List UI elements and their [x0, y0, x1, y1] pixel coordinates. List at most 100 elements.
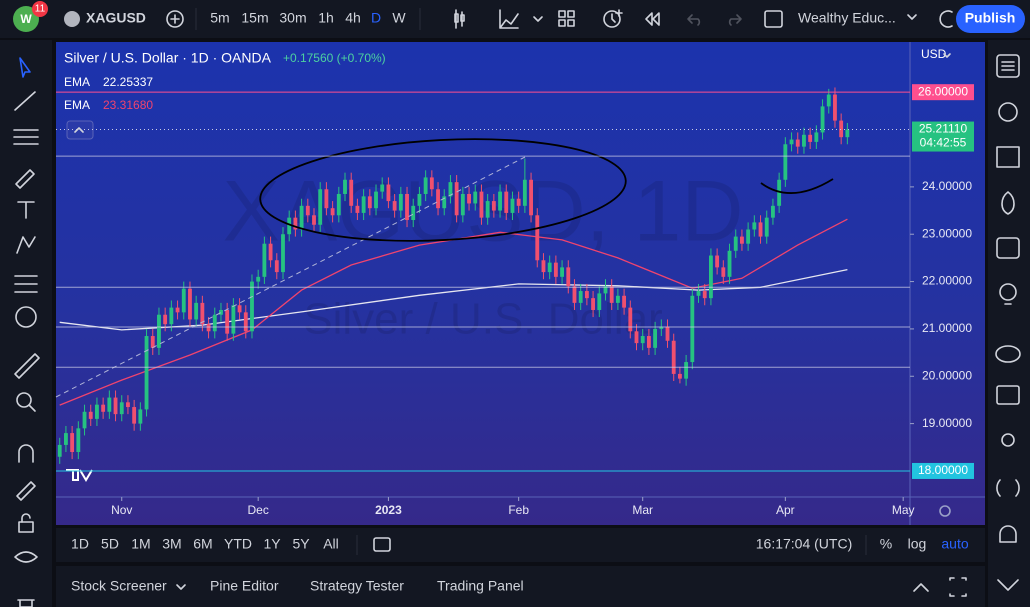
candle-body — [479, 191, 484, 218]
candle-body — [758, 222, 763, 237]
layout-menu[interactable] — [907, 14, 917, 20]
current-price-label: 25.21110 — [919, 122, 968, 136]
panel-tab[interactable]: Pine Editor — [210, 578, 279, 594]
alert-button[interactable] — [603, 9, 623, 28]
x-tick-label: Mar — [632, 503, 653, 517]
candle-body — [429, 177, 434, 190]
watchlist-button[interactable] — [996, 54, 1020, 78]
text-tool[interactable] — [17, 201, 35, 219]
compare-button[interactable] — [166, 10, 184, 28]
candle-body — [795, 139, 800, 147]
interval[interactable]: 30m — [279, 10, 306, 26]
candle-body — [634, 331, 639, 344]
layout-name[interactable]: Wealthy Educ... — [798, 10, 896, 26]
layout-checkbox[interactable] — [764, 10, 783, 28]
settings-button[interactable] — [939, 505, 951, 517]
candle-body — [181, 288, 186, 313]
layouts-button[interactable] — [558, 10, 575, 27]
publish-button[interactable] — [956, 5, 1025, 33]
replay-button[interactable] — [645, 12, 660, 26]
publish-label[interactable]: Publish — [965, 10, 1016, 26]
candle-body — [690, 295, 695, 363]
range[interactable]: YTD — [224, 536, 252, 552]
lock-tool[interactable] — [18, 513, 34, 533]
cursor-tool[interactable] — [19, 57, 31, 78]
help-button[interactable] — [997, 579, 1019, 591]
candle-body — [206, 324, 211, 332]
ideas-button[interactable] — [999, 283, 1017, 305]
range[interactable]: 5Y — [292, 536, 310, 552]
interval[interactable]: 4h — [345, 10, 361, 26]
range[interactable]: 1Y — [263, 536, 281, 552]
alerts-button[interactable] — [998, 102, 1018, 122]
logo-text: W — [20, 12, 32, 26]
theme-button[interactable] — [939, 10, 953, 28]
badge — [32, 1, 48, 17]
panel-tab[interactable]: Stock Screener — [71, 578, 167, 594]
candle-body — [318, 189, 323, 225]
range[interactable]: 1D — [71, 536, 89, 552]
candle-body — [746, 229, 751, 244]
interval[interactable]: 5m — [210, 10, 229, 26]
redo-button[interactable] — [728, 14, 742, 26]
streams-button[interactable] — [1001, 433, 1015, 447]
candle-body — [671, 340, 676, 374]
calendar-button[interactable] — [996, 237, 1020, 259]
percent-toggle[interactable]: % — [880, 536, 892, 552]
go-to-date[interactable] — [373, 537, 391, 552]
interval[interactable]: 1h — [318, 10, 334, 26]
hotlist-button[interactable] — [1001, 191, 1015, 215]
range[interactable]: 3M — [162, 536, 181, 552]
indicators-button[interactable] — [499, 9, 543, 29]
chats-button[interactable] — [995, 345, 1021, 363]
brush-tool[interactable] — [15, 169, 35, 189]
range[interactable]: 6M — [193, 536, 212, 552]
interval-active[interactable]: D — [371, 10, 381, 26]
auto-toggle[interactable]: auto — [941, 536, 968, 552]
candle-body — [516, 198, 521, 206]
symbol[interactable]: XAGUSD — [86, 10, 146, 26]
interval[interactable]: W — [392, 10, 406, 26]
candle-body — [88, 411, 93, 419]
range[interactable]: 5D — [101, 536, 119, 552]
range[interactable]: 1M — [131, 536, 150, 552]
icon-tool[interactable] — [15, 306, 37, 328]
ruler-tool[interactable] — [14, 353, 40, 379]
interval[interactable]: 15m — [241, 10, 268, 26]
candle-body — [665, 326, 670, 341]
magnet-tool[interactable] — [18, 444, 34, 463]
messages-button[interactable] — [996, 385, 1020, 405]
currency-menu[interactable] — [943, 53, 951, 58]
log-toggle[interactable]: log — [908, 536, 927, 552]
candle-body — [485, 201, 490, 218]
data-window-button[interactable] — [996, 146, 1020, 168]
logo[interactable]: W — [13, 6, 39, 32]
candle-body — [293, 217, 298, 230]
x-tick-label: Apr — [776, 503, 795, 517]
stay-in-drawing[interactable] — [16, 481, 36, 501]
fib-tool[interactable] — [13, 129, 39, 145]
trend-line-tool[interactable] — [14, 91, 36, 111]
notifications-button[interactable] — [999, 525, 1017, 543]
range[interactable]: All — [323, 536, 339, 552]
zoom-tool[interactable] — [16, 392, 36, 412]
candle-body — [268, 243, 273, 261]
undo-button[interactable] — [687, 14, 701, 26]
expand-panel[interactable] — [913, 583, 929, 592]
tab-menu[interactable] — [176, 584, 186, 590]
panel-tab[interactable]: Trading Panel — [437, 578, 524, 594]
candle-body — [814, 132, 819, 142]
candle-body — [150, 336, 155, 348]
panel-tab[interactable]: Strategy Tester — [310, 578, 404, 594]
trash-tool[interactable] — [17, 599, 35, 607]
chart-type-button[interactable] — [454, 9, 465, 29]
hide-tool[interactable] — [14, 551, 38, 563]
prediction-tool[interactable] — [14, 275, 38, 293]
currency[interactable]: USD — [921, 47, 947, 61]
candle-body — [274, 260, 279, 273]
fullscreen[interactable] — [949, 577, 967, 597]
pattern-tool[interactable] — [16, 236, 36, 254]
candle-body — [305, 205, 310, 216]
candle-body — [603, 286, 608, 294]
signals-button[interactable] — [996, 479, 1020, 497]
